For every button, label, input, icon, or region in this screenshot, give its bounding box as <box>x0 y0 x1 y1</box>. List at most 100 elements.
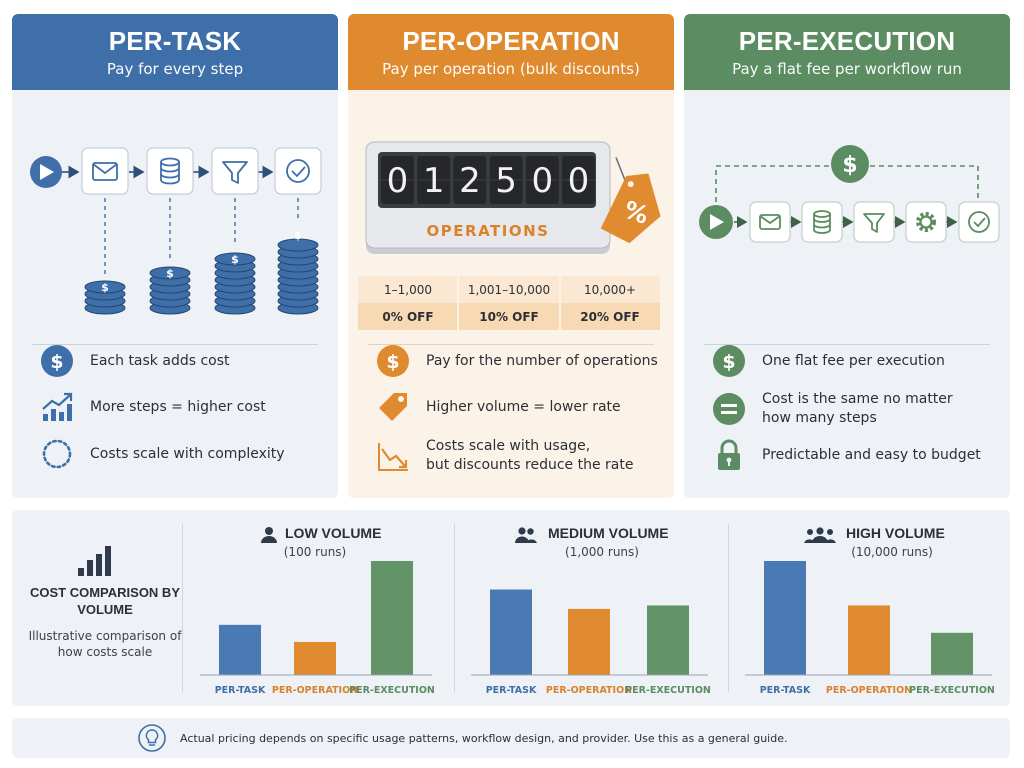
x-tick-label: PER-TASK <box>215 685 266 696</box>
chart-title: MEDIUM VOLUME <box>548 525 669 541</box>
per-execution-title: PER-EXECUTION <box>738 26 956 56</box>
footer-text: Actual pricing depends on specific usage… <box>180 731 788 745</box>
counter-digit: 0 <box>531 161 553 201</box>
tier-discount: 10% OFF <box>479 310 539 324</box>
per-task-subtitle: Pay for every step <box>106 60 244 78</box>
per-task-panel: PER-TASK Pay for every step <box>12 14 338 498</box>
group-icon <box>804 527 836 543</box>
feature-item: $ One flat fee per execution <box>712 344 945 378</box>
divider <box>368 344 654 345</box>
per-operation-panel: PER-OPERATION Pay per operation (bulk di… <box>348 14 674 498</box>
per-operation-header: PER-OPERATION Pay per operation (bulk di… <box>348 14 674 90</box>
dotted-circle-icon <box>42 439 72 469</box>
counter-digit: 2 <box>459 161 481 201</box>
chart-subtitle: (10,000 runs) <box>851 545 933 559</box>
svg-text:$: $ <box>231 253 239 266</box>
tier-range: 1–1,000 <box>384 283 432 297</box>
check-icon <box>274 147 322 195</box>
feature-item: More steps = higher cost <box>40 390 266 424</box>
tier-range: 10,000+ <box>584 283 636 297</box>
comparison-subtitle: Illustrative comparison of how costs sca… <box>28 629 182 659</box>
bar <box>371 561 413 675</box>
feature-text: More steps = higher cost <box>90 398 266 415</box>
chart-subtitle: (1,000 runs) <box>565 545 639 559</box>
feature-item: $ Pay for the number of operations <box>376 344 658 378</box>
chart-title: LOW VOLUME <box>285 525 382 541</box>
svg-text:$: $ <box>50 351 63 373</box>
tier-discount: 20% OFF <box>580 310 640 324</box>
x-tick-label: PER-TASK <box>486 685 537 696</box>
filter-icon <box>211 147 259 195</box>
per-operation-title: PER-OPERATION <box>402 26 620 56</box>
dollar-icon: $ <box>831 145 869 183</box>
equals-icon <box>713 393 745 425</box>
price-tag-icon <box>379 393 407 421</box>
svg-text:$: $ <box>842 153 857 178</box>
feature-text: Higher volume = lower rate <box>426 398 621 415</box>
x-tick-label: PER-OPERATION <box>546 685 632 696</box>
bar-chart-icon <box>78 546 111 576</box>
check-icon <box>958 201 1000 243</box>
x-tick-label: PER-OPERATION <box>826 685 912 696</box>
x-tick-label: PER-TASK <box>760 685 811 696</box>
svg-text:$: $ <box>294 229 302 242</box>
svg-text:$: $ <box>101 281 109 294</box>
bar <box>647 605 689 675</box>
divider <box>704 344 990 345</box>
svg-text:$: $ <box>166 267 174 280</box>
divider <box>32 344 318 345</box>
tier-range: 1,001–10,000 <box>468 283 550 297</box>
mail-icon <box>81 147 129 195</box>
chart-title: HIGH VOLUME <box>846 525 945 541</box>
x-tick-label: PER-EXECUTION <box>349 685 435 696</box>
feature-text: Costs scale with complexity <box>90 445 285 462</box>
feature-item: Higher volume = lower rate <box>376 390 621 424</box>
feature-text: Costs scale with usage, but discounts red… <box>426 438 634 473</box>
feature-text: Pay for the number of operations <box>426 352 658 369</box>
bar <box>931 632 973 675</box>
counter-digit: 5 <box>495 161 517 201</box>
lightbulb-icon <box>138 724 166 752</box>
database-icon <box>801 201 843 243</box>
bar <box>219 624 261 675</box>
dollar-icon: $ <box>713 345 745 377</box>
percent-tag-icon: % <box>600 157 661 244</box>
per-execution-subtitle: Pay a flat fee per workflow run <box>732 60 962 78</box>
feature-text: Cost is the same no matter how many steps <box>762 391 953 426</box>
cost-comparison-section: COST COMPARISON BY VOLUME Illustrative c… <box>12 510 1010 706</box>
feature-item: $ Each task adds cost <box>40 344 230 378</box>
feature-text: One flat fee per execution <box>762 352 945 369</box>
database-icon <box>146 147 194 195</box>
play-icon <box>699 205 733 239</box>
feature-item: Costs scale with complexity <box>40 437 285 471</box>
per-task-title: PER-TASK <box>108 26 242 56</box>
play-icon <box>30 156 62 188</box>
x-tick-label: PER-OPERATION <box>272 685 358 696</box>
feature-item: Cost is the same no matter how many steps <box>712 390 953 428</box>
mail-icon <box>749 201 791 243</box>
footer-note: Actual pricing depends on specific usage… <box>12 718 1010 758</box>
x-tick-label: PER-EXECUTION <box>909 685 995 696</box>
dollar-icon: $ <box>41 345 73 377</box>
feature-text: Each task adds cost <box>90 352 230 369</box>
trend-down-icon <box>378 443 408 471</box>
per-task-header: PER-TASK Pay for every step <box>12 14 338 90</box>
trend-up-icon <box>42 392 73 421</box>
lock-icon <box>718 439 740 470</box>
coin-stack-icon: $ $ $ $ <box>84 229 319 315</box>
bar <box>490 589 532 675</box>
per-task-illustration: $ $ $ $ <box>30 147 322 315</box>
counter-digit: 0 <box>568 161 590 201</box>
counter-digit: 1 <box>423 161 445 201</box>
dollar-icon: $ <box>377 345 409 377</box>
feature-item: Predictable and easy to budget <box>712 438 981 472</box>
person-icon <box>261 527 277 543</box>
bar <box>848 605 890 675</box>
per-operation-subtitle: Pay per operation (bulk discounts) <box>382 60 640 78</box>
counter-digit: 0 <box>387 161 409 201</box>
bar <box>294 641 336 675</box>
tier-discount: 0% OFF <box>382 310 433 324</box>
